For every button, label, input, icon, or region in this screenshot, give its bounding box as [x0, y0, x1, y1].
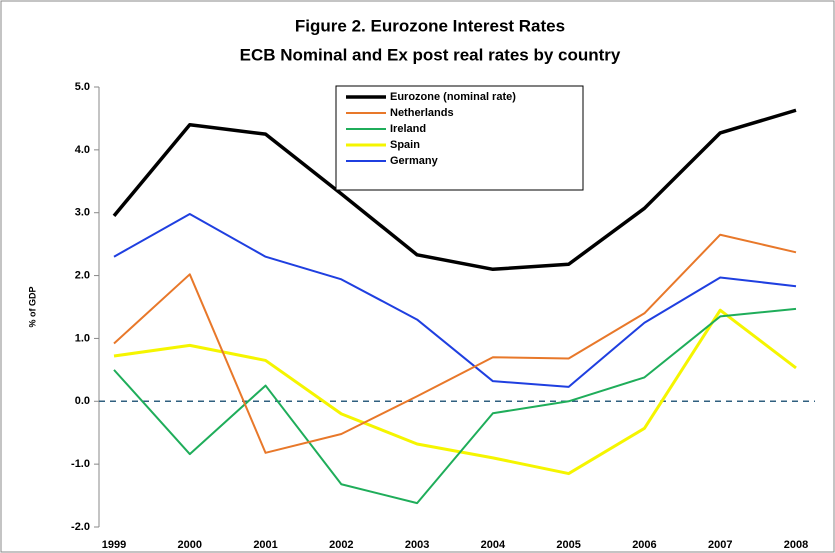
x-tick-label: 2004: [481, 539, 506, 551]
y-tick-label: -2.0: [71, 521, 90, 533]
x-tick-label: 2006: [632, 539, 656, 551]
series-line: [113, 308, 797, 476]
y-tick-label: 3.0: [75, 207, 90, 219]
x-tick-label: 1999: [102, 539, 126, 551]
legend-box: [335, 85, 584, 191]
y-tick-label: 5.0: [75, 81, 90, 93]
x-tick-label: 2005: [556, 539, 580, 551]
y-tick-label: 1.0: [75, 332, 90, 344]
y-tick-label: 4.0: [75, 144, 90, 156]
x-tick-label: 2000: [178, 539, 202, 551]
series-line: [113, 233, 797, 454]
series-line: [113, 307, 797, 505]
x-tick-label: 2002: [329, 539, 353, 551]
x-tick-label: 2008: [784, 539, 808, 551]
y-tick-label: 0.0: [75, 395, 90, 407]
series-line: [112, 108, 797, 272]
chart-title: Figure 2. Eurozone Interest Rates: [295, 16, 565, 35]
legend-label: Eurozone (nominal rate): [390, 91, 516, 103]
y-tick-label: 2.0: [75, 269, 90, 281]
legend-label: Netherlands: [390, 107, 454, 119]
x-tick-label: 2001: [253, 539, 277, 551]
x-tick-label: 2003: [405, 539, 429, 551]
legend-label: Ireland: [390, 123, 426, 135]
y-tick-label: -1.0: [71, 458, 90, 470]
series-line: [113, 212, 797, 388]
legend-label: Spain: [390, 139, 420, 151]
y-axis-label: % of GDP: [27, 286, 37, 327]
chart-subtitle: ECB Nominal and Ex post real rates by co…: [240, 45, 621, 64]
legend-label: Germany: [390, 155, 439, 167]
x-tick-label: 2007: [708, 539, 732, 551]
